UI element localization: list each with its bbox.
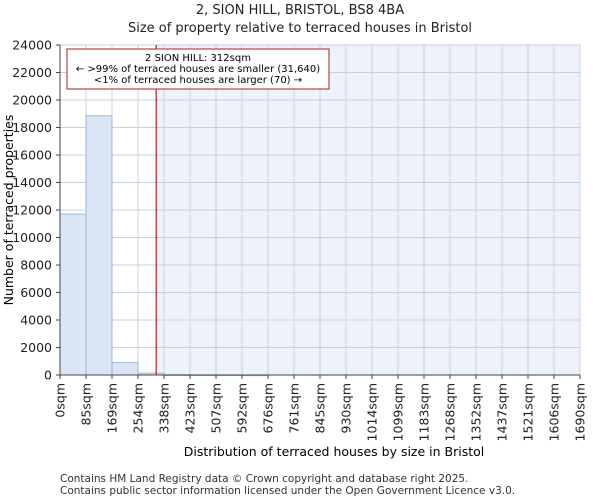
y-tick-label: 8000 [20, 258, 52, 273]
x-tick-label: 761sqm [287, 383, 302, 433]
x-tick-label: 1521sqm [521, 383, 536, 441]
y-tick-label: 16000 [12, 148, 52, 163]
y-tick-label: 18000 [12, 120, 52, 135]
y-tick-label: 20000 [12, 93, 52, 108]
y-tick-label: 12000 [12, 203, 52, 218]
y-axis-label: Number of terraced properties [1, 115, 16, 306]
x-axis-label: Distribution of terraced houses by size … [184, 444, 485, 459]
y-tick-label: 0 [44, 368, 52, 383]
annotation-line-2: ← >99% of terraced houses are smaller (3… [76, 64, 320, 75]
x-tick-label: 169sqm [105, 383, 120, 433]
y-tick-label: 22000 [12, 65, 52, 80]
y-tick-label: 24000 [12, 38, 52, 53]
y-tick-label: 10000 [12, 230, 52, 245]
annotation-line-3: <1% of terraced houses are larger (70) → [94, 75, 302, 86]
x-tick-label: 1352sqm [469, 383, 484, 441]
x-tick-label: 676sqm [261, 383, 276, 433]
bar-169sqm [111, 362, 139, 376]
y-tick-label: 4000 [20, 313, 52, 328]
x-tick-label: 845sqm [313, 383, 328, 433]
chart-title: 2, SION HILL, BRISTOL, BS8 4BA [195, 3, 405, 18]
bar-85sqm [85, 115, 113, 376]
annotation-border [66, 48, 330, 90]
x-tick-label: 1099sqm [391, 383, 406, 441]
annotation-box: 2 SION HILL: 312sqm ← >99% of terraced h… [66, 48, 330, 90]
x-tick-label: 85sqm [79, 383, 94, 426]
x-tick-label: 423sqm [183, 383, 198, 433]
bar-0sqm [59, 213, 87, 376]
x-tick-label: 1268sqm [443, 383, 458, 441]
x-tick-label: 338sqm [157, 383, 172, 433]
x-tick-label: 254sqm [131, 383, 146, 433]
x-tick-label: 1014sqm [365, 383, 380, 441]
y-tick-label: 14000 [12, 175, 52, 190]
y-tick-label: 2000 [20, 340, 52, 355]
x-tick-label: 1183sqm [417, 383, 432, 441]
x-tick-label: 592sqm [235, 383, 250, 433]
x-tick-label: 930sqm [339, 383, 354, 433]
footer-line-2: Contains public sector information licen… [60, 485, 516, 497]
x-tick-label: 1690sqm [573, 383, 588, 441]
x-tick-label: 1437sqm [495, 383, 510, 441]
annotation-line-1: 2 SION HILL: 312sqm [145, 53, 251, 64]
y-tick-label: 6000 [20, 285, 52, 300]
chart-subtitle: Size of property relative to terraced ho… [127, 21, 473, 36]
x-tick-label: 507sqm [209, 383, 224, 433]
footer-line-1: Contains HM Land Registry data © Crown c… [60, 473, 469, 485]
x-tick-label: 0sqm [53, 383, 68, 418]
x-tick-label: 1606sqm [547, 383, 562, 441]
